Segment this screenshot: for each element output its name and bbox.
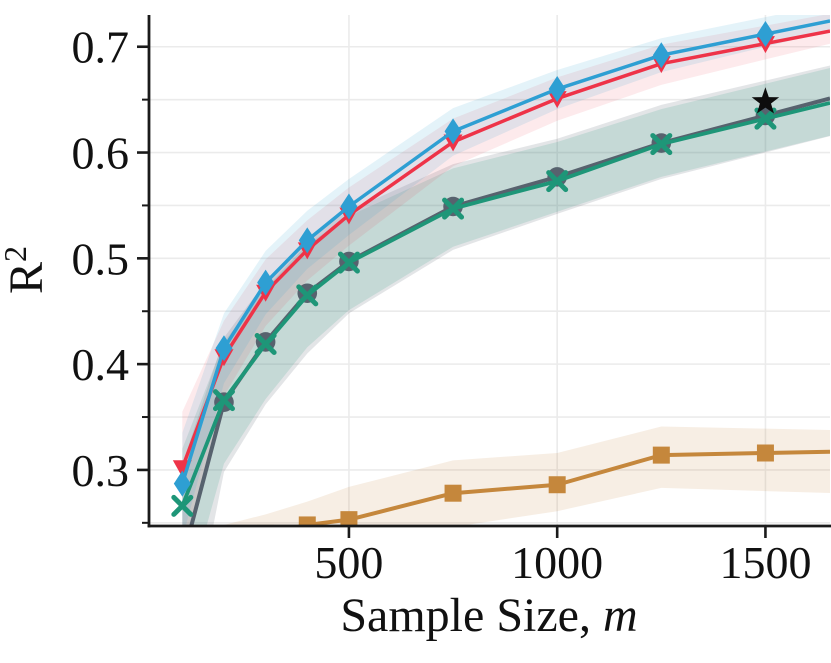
x-tick-label-1500: 1500 xyxy=(719,537,811,588)
y-tick-label-0.7: 0.7 xyxy=(72,22,130,73)
line-blue-diamond xyxy=(180,19,830,485)
marker-orange-square xyxy=(174,562,191,579)
marker-green-x xyxy=(296,284,319,307)
y-tick-label-0.4: 0.4 xyxy=(72,339,130,390)
x-axis-label: Sample Size, m xyxy=(340,589,637,642)
marker-green-x xyxy=(171,494,194,517)
y-tick-label-0.6: 0.6 xyxy=(72,128,130,179)
marker-orange-square xyxy=(340,511,358,526)
series-orange-square xyxy=(174,444,830,579)
marker-green-x xyxy=(754,107,777,130)
y-axis-label: R2 xyxy=(0,246,53,294)
marker-blue-diamond xyxy=(548,76,566,103)
series-green-x xyxy=(171,101,830,517)
y-axis-label-text: R xyxy=(0,262,53,294)
black-star-marker xyxy=(751,87,780,114)
line-green-x xyxy=(180,101,830,507)
marker-green-x xyxy=(337,251,360,274)
marker-orange-square xyxy=(298,516,316,526)
marker-orange-square xyxy=(756,444,774,462)
confidence-band-green-x xyxy=(182,68,830,526)
marker-green-x xyxy=(442,197,465,220)
marker-blue-diamond xyxy=(652,42,670,69)
marker-blue-diamond xyxy=(444,118,462,145)
marker-blue-diamond xyxy=(298,227,316,254)
axes-ticks: 0.3 0.4 0.5 0.6 0.7 500 1000 1500 xyxy=(72,15,831,588)
y-axis-label-superscript: 2 xyxy=(0,246,33,262)
line-red-triangle-down xyxy=(180,29,830,469)
x-tick-label-500: 500 xyxy=(314,537,383,588)
marker-green-x xyxy=(212,389,235,412)
x-tick-label-1000: 1000 xyxy=(511,537,603,588)
marker-blue-diamond xyxy=(215,335,233,362)
x-axis-label-text: Sample Size, xyxy=(340,589,591,642)
confidence-band-blue-diamond xyxy=(182,15,830,526)
marker-blue-diamond xyxy=(257,269,275,296)
marker-blue-diamond xyxy=(173,470,191,497)
y-tick-label-0.5: 0.5 xyxy=(72,233,130,284)
marker-orange-square xyxy=(652,446,670,464)
marker-green-x xyxy=(650,133,673,156)
data-series xyxy=(171,19,830,579)
marker-orange-square xyxy=(215,541,232,558)
marker-orange-square xyxy=(444,484,462,502)
marker-blue-diamond xyxy=(340,193,358,220)
confidence-band-orange-square xyxy=(222,426,830,526)
y-tick-label-0.3: 0.3 xyxy=(72,445,130,496)
marker-orange-square xyxy=(548,476,566,494)
series-blue-diamond xyxy=(173,19,830,497)
line-orange-square xyxy=(292,449,830,526)
x-axis-label-math-m: m xyxy=(603,589,638,642)
marker-gray-circle xyxy=(173,550,193,570)
marker-green-x xyxy=(254,333,277,356)
confidence-band-red-triangle-down xyxy=(182,15,830,526)
marker-blue-diamond xyxy=(756,21,774,48)
marker-green-x xyxy=(546,170,569,193)
marker-orange-square xyxy=(257,524,275,526)
